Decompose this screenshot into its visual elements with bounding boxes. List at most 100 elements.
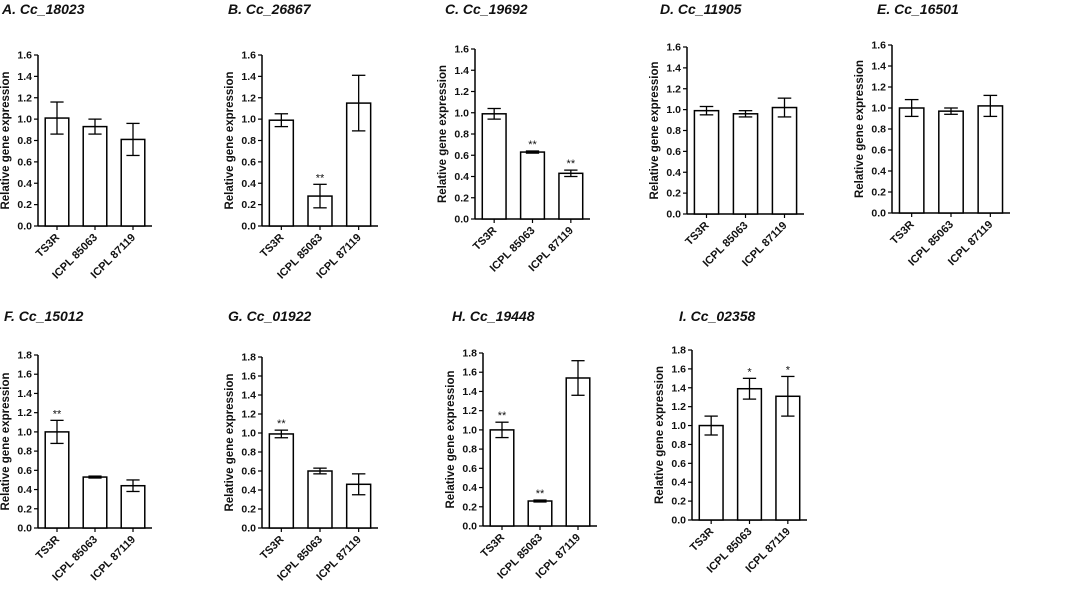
panel-c: C. Cc_19692 0.0 0.2 0.4 0.6 0.8 1.0 1.2 1.4 1.6 Re… xyxy=(437,1,590,274)
y-tick-label: 0.8 xyxy=(871,124,886,136)
y-axis-label: Relative gene expression xyxy=(0,372,12,510)
y-tick-label: 0.4 xyxy=(17,484,32,496)
y-tick-label: 0.6 xyxy=(871,145,886,157)
y-tick-label: 1.2 xyxy=(671,401,686,413)
y-axis-label: Relative gene expression xyxy=(445,370,457,508)
y-axis-label: Relative gene expression xyxy=(854,60,866,198)
bar-2 xyxy=(307,470,333,529)
y-tick-label: 1.2 xyxy=(462,405,477,417)
x-category-label: TS3R xyxy=(258,534,286,562)
bar-1 xyxy=(489,429,515,527)
y-tick-label: 1.2 xyxy=(454,86,469,98)
y-tick-label: 1.4 xyxy=(454,65,469,77)
y-tick-label: 1.6 xyxy=(17,50,32,62)
x-category-label: TS3R xyxy=(479,532,507,560)
y-tick-label: 1.8 xyxy=(17,350,32,362)
x-category-label: TS3R xyxy=(471,225,499,253)
panel-d: D. Cc_11905 0.0 0.2 0.4 0.6 0.8 1.0 1.2 1.4 1.6 Re… xyxy=(649,1,804,269)
panel-title: H. Cc_19448 xyxy=(452,308,535,324)
y-tick-label: 0.2 xyxy=(666,188,681,200)
y-tick-label: 1.6 xyxy=(241,50,256,62)
y-tick-label: 0.6 xyxy=(666,146,681,158)
bar-3 xyxy=(565,377,591,527)
y-tick-label: 1.8 xyxy=(671,345,686,357)
y-tick-label: 0.8 xyxy=(666,125,681,137)
y-tick-label: 1.4 xyxy=(17,388,32,400)
bar-2 xyxy=(938,110,964,214)
panel-title: F. Cc_15012 xyxy=(4,308,84,324)
panel-b: B. Cc_26867 0.0 0.2 0.4 0.6 0.8 1.0 1.2 1.4 1.6 Re… xyxy=(224,1,378,281)
bar-1 xyxy=(481,113,507,220)
significance-label: ** xyxy=(277,418,286,430)
y-tick-label: 0.2 xyxy=(871,187,886,199)
y-tick-label: 1.8 xyxy=(462,348,477,360)
bar-3 xyxy=(977,105,1004,214)
y-tick-label: 0.2 xyxy=(241,504,256,516)
y-tick-label: 0.0 xyxy=(17,523,32,535)
y-tick-label: 0.8 xyxy=(462,444,477,456)
y-tick-label: 1.2 xyxy=(871,82,886,94)
y-tick-label: 1.6 xyxy=(871,40,886,52)
panel-f: F. Cc_15012 0.0 0.2 0.4 0.6 0.8 1.0 1.2 1.4 1.6 1.… xyxy=(0,308,152,583)
bar-1 xyxy=(698,424,724,521)
panel-title: I. Cc_02358 xyxy=(679,308,755,324)
panel-i: I. Cc_02358 0.0 0.2 0.4 0.6 0.8 1.0 1.2 1.4 1.6 1.… xyxy=(654,308,807,575)
significance-label: * xyxy=(747,366,752,378)
y-tick-label: 1.0 xyxy=(17,426,32,438)
y-tick-label: 1.4 xyxy=(462,386,477,398)
y-tick-label: 1.0 xyxy=(871,103,886,115)
y-tick-label: 0.6 xyxy=(462,463,477,475)
y-tick-label: 0.0 xyxy=(454,214,469,226)
bar-1 xyxy=(44,431,70,529)
panel-title: C. Cc_19692 xyxy=(445,1,528,17)
y-tick-label: 0.4 xyxy=(454,171,469,183)
bar-2 xyxy=(82,125,108,227)
x-category-label: TS3R xyxy=(34,534,62,562)
bar-2 xyxy=(519,151,546,220)
bar-2 xyxy=(82,476,108,529)
y-axis-label: Relative gene expression xyxy=(654,366,666,504)
y-tick-label: 1.4 xyxy=(241,71,256,83)
significance-label: ** xyxy=(53,408,62,420)
significance-label: ** xyxy=(536,488,545,500)
y-tick-label: 0.0 xyxy=(666,209,681,221)
bar-2 xyxy=(736,387,763,521)
y-tick-label: 1.4 xyxy=(17,71,32,83)
y-tick-label: 1.6 xyxy=(241,371,256,383)
y-tick-label: 1.2 xyxy=(666,83,681,95)
y-tick-label: 1.4 xyxy=(871,61,886,73)
panel-a: A. Cc_18023 0.0 0.2 0.4 0.6 0.8 1.0 1.2 1.4 1.6 Re… xyxy=(0,1,152,281)
y-tick-label: 1.2 xyxy=(241,92,256,104)
y-tick-label: 0.4 xyxy=(871,166,886,178)
x-category-label: TS3R xyxy=(258,232,286,260)
y-tick-label: 0.8 xyxy=(454,129,469,141)
y-tick-label: 1.0 xyxy=(17,114,32,126)
bar-1 xyxy=(268,433,295,529)
bar-3 xyxy=(558,172,584,220)
y-tick-label: 0.6 xyxy=(17,465,32,477)
panel-h: H. Cc_19448 0.0 0.2 0.4 0.6 0.8 1.0 1.2 1.4 1.6 1.… xyxy=(445,308,597,581)
y-axis-label: Relative gene expression xyxy=(649,61,661,199)
y-tick-label: 0.0 xyxy=(871,208,886,220)
y-tick-label: 0.6 xyxy=(671,458,686,470)
y-tick-label: 0.4 xyxy=(666,167,681,179)
bar-1 xyxy=(693,109,720,215)
panel-e: E. Cc_16501 0.0 0.2 0.4 0.6 0.8 1.0 1.2 1.4 1.6 Re… xyxy=(854,1,1010,268)
x-category-label: TS3R xyxy=(683,220,711,248)
y-tick-label: 1.0 xyxy=(454,107,469,119)
y-tick-label: 0.8 xyxy=(17,446,32,458)
y-tick-label: 1.6 xyxy=(671,363,686,375)
y-tick-label: 1.2 xyxy=(17,407,32,419)
bar-1 xyxy=(268,119,295,227)
y-tick-label: 1.0 xyxy=(462,424,477,436)
y-tick-label: 0.2 xyxy=(454,192,469,204)
y-axis-label: Relative gene expression xyxy=(224,373,236,511)
y-tick-label: 1.0 xyxy=(241,428,256,440)
bar-2 xyxy=(732,113,759,215)
significance-label: ** xyxy=(528,139,537,151)
y-tick-label: 1.6 xyxy=(666,42,681,54)
y-tick-label: 0.6 xyxy=(17,156,32,168)
y-tick-label: 0.4 xyxy=(241,178,256,190)
y-axis-label: Relative gene expression xyxy=(224,71,236,209)
